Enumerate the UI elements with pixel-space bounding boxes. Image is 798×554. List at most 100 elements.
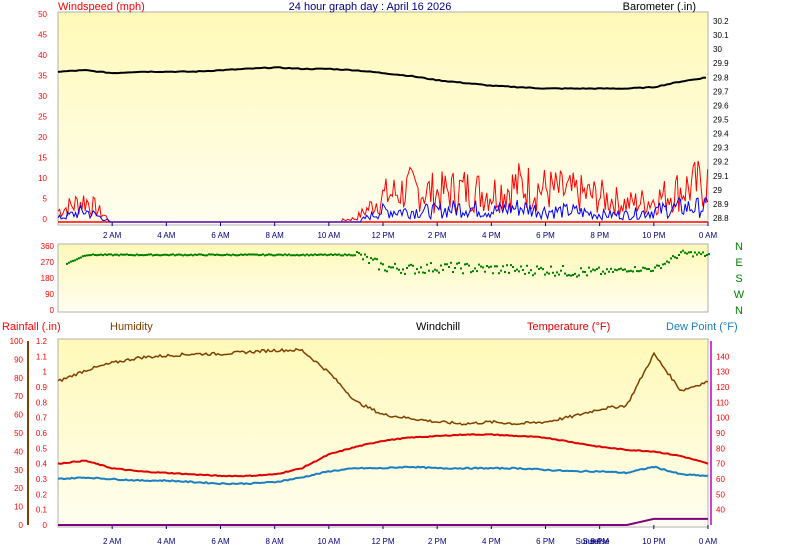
direction-point <box>674 256 676 259</box>
direction-point <box>216 253 218 256</box>
direction-point <box>190 253 192 256</box>
direction-y-tick-label: 0 <box>50 306 55 315</box>
humidity-y-ticks: 0 10 20 30 40 50 60 70 80 90 100 <box>10 337 24 530</box>
direction-point <box>576 275 578 278</box>
direction-point <box>678 254 680 256</box>
direction-point <box>706 254 708 256</box>
direction-point <box>146 253 148 256</box>
direction-point <box>278 253 280 256</box>
rainfall-y-tick-label: 0.6 <box>36 429 48 438</box>
barometer-line <box>57 66 707 90</box>
wind-x-tick-label: 0 AM <box>699 231 718 240</box>
direction-point <box>584 271 586 273</box>
direction-point <box>118 254 120 257</box>
wind-axis-label: Windspeed (mph) <box>58 1 145 13</box>
direction-point <box>342 254 344 257</box>
direction-point <box>652 269 654 272</box>
direction-point <box>246 253 248 256</box>
direction-point <box>688 251 690 254</box>
direction-point <box>276 253 278 256</box>
direction-point <box>630 269 632 272</box>
barometer-y-tick-label: 29 <box>713 186 722 195</box>
direction-point <box>642 266 644 269</box>
direction-point <box>336 253 338 256</box>
direction-point <box>570 274 572 277</box>
direction-point <box>536 265 538 268</box>
direction-point <box>522 269 524 271</box>
direction-point <box>702 251 704 254</box>
direction-point <box>606 268 608 271</box>
direction-point <box>260 253 262 256</box>
direction-point <box>150 253 152 256</box>
barometer-y-tick-label: 29.8 <box>713 73 729 82</box>
direction-point <box>670 257 672 260</box>
direction-point <box>234 254 236 257</box>
direction-point <box>572 274 574 276</box>
direction-point <box>480 265 482 268</box>
humidity-y-tick-label: 80 <box>14 374 23 383</box>
direction-point <box>694 251 696 254</box>
barometer-y-tick-label: 29.6 <box>713 101 729 110</box>
rainfall-y-tick-label: 0.8 <box>36 398 48 407</box>
direction-point <box>612 271 614 273</box>
direction-point <box>460 267 462 270</box>
direction-point <box>362 258 364 261</box>
direction-point <box>640 269 642 272</box>
direction-point <box>94 254 96 256</box>
wind-y-tick-label: 45 <box>38 31 47 40</box>
direction-point <box>410 263 412 266</box>
direction-point <box>320 253 322 256</box>
direction-point <box>590 270 592 273</box>
sun-label-sunrise: Sunrise <box>582 537 610 546</box>
direction-point <box>374 257 376 260</box>
direction-point <box>414 272 416 275</box>
temperature-y-tick-label: 90 <box>716 429 725 438</box>
rainfall-y-tick-label: 0.9 <box>36 383 48 392</box>
temp-x-tick-label: 4 AM <box>157 537 176 546</box>
wind-y-tick-label: 5 <box>43 195 48 204</box>
barometer-y-tick-label: 30.2 <box>713 17 729 26</box>
direction-point <box>348 253 350 256</box>
direction-y-tick-label: 270 <box>41 258 55 267</box>
direction-point <box>620 267 622 270</box>
direction-point <box>222 254 224 257</box>
direction-point <box>426 263 428 266</box>
direction-point <box>68 261 70 264</box>
direction-point <box>72 259 74 262</box>
direction-point <box>210 253 212 256</box>
direction-point <box>344 253 346 256</box>
humidity-y-tick-label: 60 <box>14 411 23 420</box>
humidity-y-tick-label: 50 <box>14 429 23 438</box>
rainfall-y-tick-label: 0.1 <box>36 506 48 515</box>
direction-point <box>422 271 424 274</box>
temperature-y-tick-label: 100 <box>716 414 730 423</box>
temp-x-tick-label: 2 PM <box>428 537 447 546</box>
direction-point <box>696 253 698 256</box>
direction-point <box>608 270 610 273</box>
direction-point <box>552 271 554 274</box>
direction-point <box>540 266 542 269</box>
wind-x-tick-label: 8 PM <box>590 231 609 240</box>
direction-point <box>126 253 128 256</box>
direction-point <box>312 254 314 257</box>
direction-point <box>338 253 340 256</box>
direction-point <box>284 253 286 256</box>
direction-point <box>98 253 100 256</box>
direction-point <box>546 271 548 274</box>
direction-point <box>482 266 484 269</box>
direction-point <box>638 270 640 273</box>
temperature-y-tick-label: 70 <box>716 460 725 469</box>
temperature-y-tick-label: 130 <box>716 368 730 377</box>
direction-point <box>230 254 232 257</box>
direction-point <box>328 253 330 256</box>
direction-point <box>648 268 650 270</box>
direction-point <box>388 265 390 268</box>
direction-point <box>588 266 590 269</box>
direction-point <box>318 253 320 256</box>
barometer-axis-label: Barometer (.in) <box>623 1 696 13</box>
direction-point <box>396 267 398 270</box>
wind-x-tick-label: 6 AM <box>211 231 230 240</box>
direction-point <box>656 264 658 267</box>
direction-point <box>600 273 602 275</box>
sun-label-sunset: Sunset <box>576 537 602 546</box>
